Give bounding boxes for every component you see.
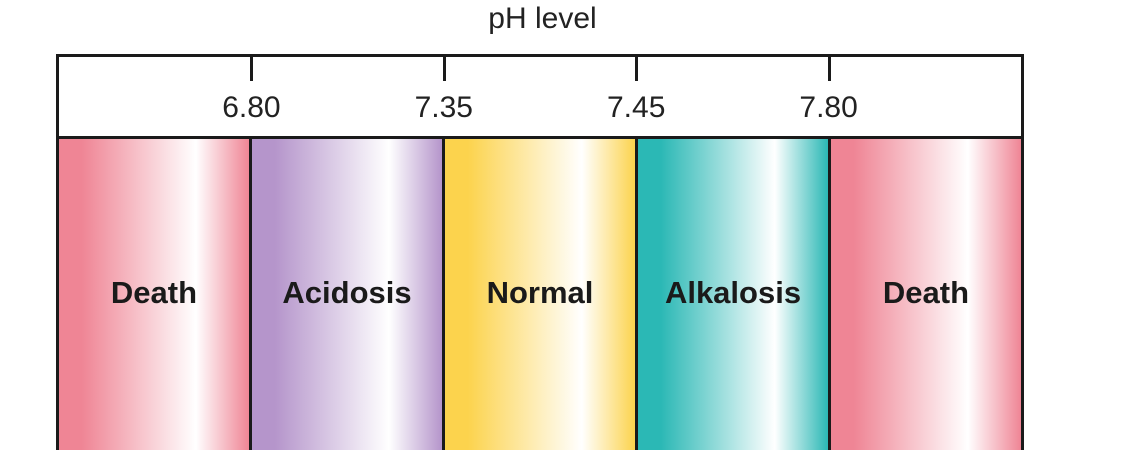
- band-label-death-low: Death: [110, 274, 198, 310]
- diagram-title: pH level: [488, 2, 597, 35]
- band-alkalosis: Alkalosis: [635, 139, 828, 450]
- band-label-alkalosis: Alkalosis: [664, 274, 802, 310]
- tick-label-2: 7.35: [414, 91, 473, 124]
- ph-bands: Death Acidosis Normal Alkalosis Death: [59, 136, 1021, 450]
- ph-scale-frame: 6.80 7.35 7.45 7.80 Death Acidosis Norma…: [56, 54, 1024, 450]
- band-death-high: Death: [828, 139, 1021, 450]
- band-label-acidosis: Acidosis: [282, 274, 412, 310]
- band-label-normal: Normal: [486, 274, 594, 310]
- ph-scale-axis: 6.80 7.35 7.45 7.80: [59, 57, 1021, 136]
- tick-label-3: 7.45: [606, 91, 666, 124]
- tick-label-4: 7.80: [799, 91, 858, 124]
- tick-label-1: 6.80: [222, 91, 281, 124]
- tick-mark-2: [442, 57, 446, 81]
- tick-mark-1: [250, 57, 254, 81]
- band-label-death-high: Death: [882, 274, 970, 310]
- band-normal: Normal: [442, 139, 635, 450]
- tick-mark-4: [827, 57, 831, 81]
- band-acidosis: Acidosis: [249, 139, 442, 450]
- tick-mark-3: [635, 57, 639, 81]
- band-death-low: Death: [59, 139, 249, 450]
